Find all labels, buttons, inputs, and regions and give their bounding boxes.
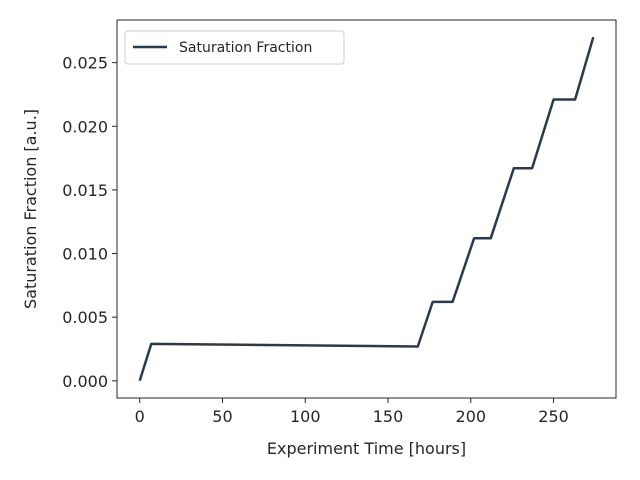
x-axis-label: Experiment Time [hours] xyxy=(267,439,466,458)
y-tick-label: 0.015 xyxy=(62,181,108,200)
y-tick-label: 0.000 xyxy=(62,372,108,391)
y-axis-label: Saturation Fraction [a.u.] xyxy=(21,109,40,309)
legend: Saturation Fraction xyxy=(124,30,345,65)
x-tick-label: 150 xyxy=(373,407,404,426)
y-tick-label: 0.005 xyxy=(62,308,108,327)
x-tick-label: 100 xyxy=(290,407,321,426)
ticks-layer: 0 50 100 150 200 250 0.000 0.005 0.010 0.015 0.020… xyxy=(62,54,569,426)
x-tick-label: 0 xyxy=(135,407,145,426)
x-tick-label: 50 xyxy=(212,407,232,426)
legend-box xyxy=(124,30,345,65)
plot-frame xyxy=(116,19,617,399)
x-tick-label: 200 xyxy=(456,407,487,426)
y-tick-label: 0.010 xyxy=(62,245,108,264)
series-line xyxy=(138,36,595,382)
legend-label: Saturation Fraction xyxy=(179,40,312,56)
y-tick-label: 0.020 xyxy=(62,117,108,136)
series-layer xyxy=(138,36,595,382)
y-tick-label: 0.025 xyxy=(62,54,108,73)
x-tick-label: 250 xyxy=(538,407,569,426)
